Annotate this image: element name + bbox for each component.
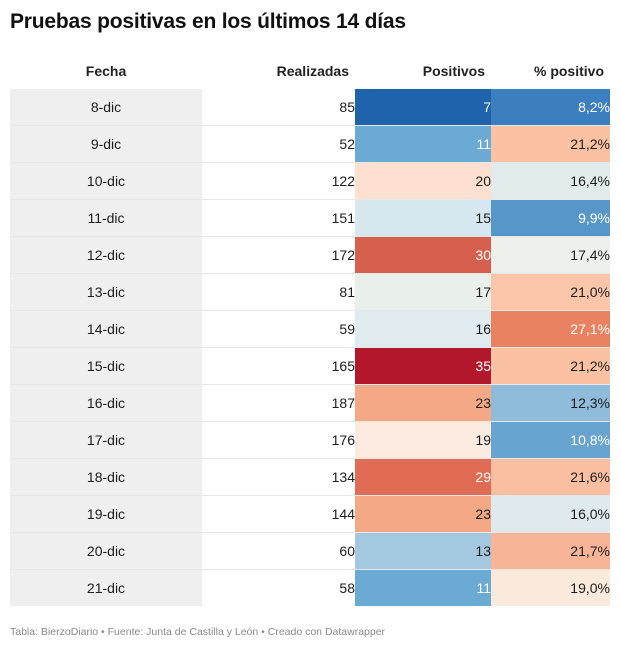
cell-pct-positivo: 16,0% — [491, 495, 610, 533]
cell-pct-positivo: 21,2% — [491, 125, 610, 163]
table-row: 11-dic 151 15 9,9% — [10, 199, 610, 237]
source-footer: Tabla: BierzoDiario • Fuente: Junta de C… — [10, 626, 386, 638]
cell-pct-positivo: 21,6% — [491, 458, 610, 496]
cell-fecha: 20-dic — [10, 532, 202, 570]
cell-realizadas: 176 — [202, 421, 355, 459]
cell-positivos: 16 — [355, 310, 491, 348]
cell-realizadas: 122 — [202, 162, 355, 200]
cell-pct-positivo: 12,3% — [491, 384, 610, 422]
table-row: 21-dic 58 11 19,0% — [10, 569, 610, 606]
cell-positivos: 17 — [355, 273, 491, 311]
cell-fecha: 9-dic — [10, 125, 202, 163]
cell-pct-positivo: 10,8% — [491, 421, 610, 459]
cell-fecha: 21-dic — [10, 569, 202, 606]
cell-realizadas: 52 — [202, 125, 355, 163]
header-fecha[interactable]: Fecha — [85, 63, 127, 79]
header-realizadas[interactable]: Realizadas — [276, 63, 349, 79]
data-table: Fecha Realizadas Positivos % positivo 8-… — [10, 53, 610, 606]
cell-positivos: 11 — [355, 569, 491, 606]
cell-positivos: 20 — [355, 162, 491, 200]
cell-pct-positivo: 27,1% — [491, 310, 610, 348]
cell-realizadas: 165 — [202, 347, 355, 385]
cell-positivos: 29 — [355, 458, 491, 496]
header-positivos[interactable]: Positivos — [422, 63, 485, 79]
cell-realizadas: 85 — [202, 89, 355, 126]
cell-positivos: 23 — [355, 495, 491, 533]
cell-realizadas: 81 — [202, 273, 355, 311]
cell-fecha: 13-dic — [10, 273, 202, 311]
table-body: 8-dic 85 7 8,2% 9-dic 52 11 21,2% 10-dic 122 20 16,… — [10, 89, 610, 606]
cell-pct-positivo: 8,2% — [491, 89, 610, 126]
cell-realizadas: 58 — [339, 580, 355, 596]
cell-positivos: 19 — [355, 421, 491, 459]
cell-pct-positivo: 19,0% — [491, 569, 610, 606]
cell-realizadas: 187 — [202, 384, 355, 422]
table-row: 12-dic 172 30 17,4% — [10, 236, 610, 274]
cell-realizadas: 134 — [202, 458, 355, 496]
cell-fecha: 17-dic — [10, 421, 202, 459]
cell-positivos: 23 — [355, 384, 491, 422]
cell-fecha: 19-dic — [10, 495, 202, 533]
cell-realizadas: 151 — [202, 199, 355, 237]
cell-fecha: 15-dic — [10, 347, 202, 385]
cell-fecha: 10-dic — [10, 162, 202, 200]
table-row: 14-dic 59 16 27,1% — [10, 310, 610, 348]
cell-positivos: 30 — [355, 236, 491, 274]
chart-title: Pruebas positivas en los últimos 14 días — [10, 10, 406, 33]
cell-pct-positivo: 21,0% — [491, 273, 610, 311]
cell-pct-positivo: 9,9% — [491, 199, 610, 237]
cell-fecha: 12-dic — [10, 236, 202, 274]
header-pct-positivo[interactable]: % positivo — [533, 63, 604, 79]
cell-realizadas: 59 — [202, 310, 355, 348]
table-header-row: Fecha Realizadas Positivos % positivo — [10, 53, 610, 89]
cell-fecha: 11-dic — [10, 199, 202, 237]
cell-pct-positivo: 21,2% — [491, 347, 610, 385]
cell-positivos: 15 — [355, 199, 491, 237]
cell-fecha: 18-dic — [10, 458, 202, 496]
table-row: 18-dic 134 29 21,6% — [10, 458, 610, 496]
cell-pct-positivo: 17,4% — [491, 236, 610, 274]
table-row: 20-dic 60 13 21,7% — [10, 532, 610, 570]
table-row: 15-dic 165 35 21,2% — [10, 347, 610, 385]
cell-fecha: 16-dic — [10, 384, 202, 422]
table-row: 16-dic 187 23 12,3% — [10, 384, 610, 422]
cell-positivos: 13 — [355, 532, 491, 570]
table-row: 8-dic 85 7 8,2% — [10, 89, 610, 126]
cell-pct-positivo: 16,4% — [491, 162, 610, 200]
cell-positivos: 7 — [355, 89, 491, 126]
cell-fecha: 14-dic — [10, 310, 202, 348]
table-row: 10-dic 122 20 16,4% — [10, 162, 610, 200]
cell-realizadas: 144 — [202, 495, 355, 533]
table-row: 19-dic 144 23 16,0% — [10, 495, 610, 533]
cell-pct-positivo: 21,7% — [491, 532, 610, 570]
cell-realizadas: 60 — [202, 532, 355, 570]
cell-positivos: 35 — [355, 347, 491, 385]
table-row: 17-dic 176 19 10,8% — [10, 421, 610, 459]
table-row: 13-dic 81 17 21,0% — [10, 273, 610, 311]
cell-positivos: 11 — [355, 125, 491, 163]
cell-fecha: 8-dic — [10, 89, 202, 126]
table-row: 9-dic 52 11 21,2% — [10, 125, 610, 163]
cell-realizadas: 172 — [202, 236, 355, 274]
